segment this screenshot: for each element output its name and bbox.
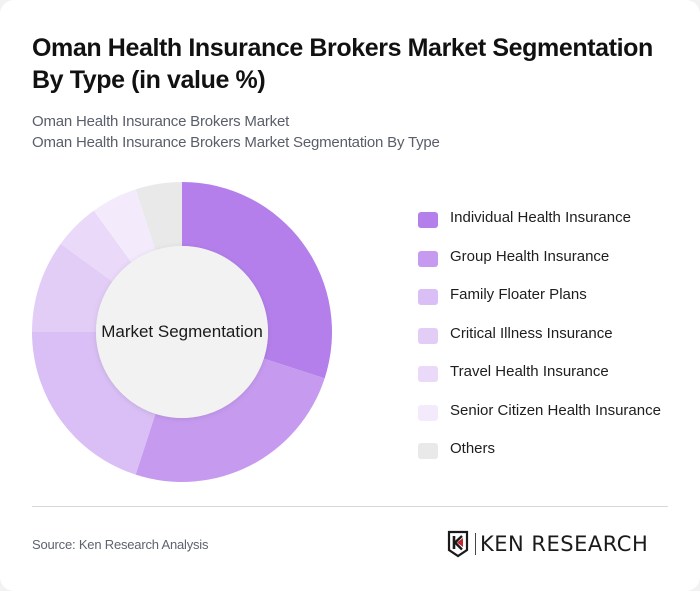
donut-slice[interactable] (60, 210, 132, 282)
legend-item-family-floater[interactable]: Family Floater Plans (418, 282, 661, 321)
donut-slice[interactable] (135, 358, 325, 482)
ken-research-shield-icon (447, 530, 469, 558)
donut-slice[interactable] (32, 332, 156, 475)
legend-item-critical-illness[interactable]: Critical Illness Insurance (418, 321, 661, 360)
legend-label: Travel Health Insurance (450, 363, 609, 380)
ken-research-logo: KEN RESEARCH (447, 529, 648, 559)
legend-swatch-icon (418, 327, 438, 344)
legend-swatch-icon (418, 212, 438, 228)
donut-chart (32, 182, 333, 482)
legend-item-individual[interactable]: Individual Health Insurance (418, 205, 661, 244)
legend-item-travel[interactable]: Travel Health Insurance (418, 359, 661, 398)
footer-divider (32, 506, 668, 507)
logo-separator (475, 533, 476, 555)
legend-swatch-icon (418, 250, 438, 267)
donut-slice[interactable] (32, 243, 113, 332)
chart-legend: Individual Health Insurance Group Health… (418, 205, 661, 475)
donut-slice[interactable] (135, 182, 182, 251)
legend-label: Critical Illness Insurance (450, 324, 613, 342)
legend-label: Individual Health Insurance (450, 209, 631, 226)
logo-wordmark: KEN RESEARCH (480, 532, 649, 556)
legend-label: Family Floater Plans (450, 286, 587, 303)
legend-swatch-icon (418, 404, 438, 421)
legend-item-group[interactable]: Group Health Insurance (418, 244, 661, 283)
legend-swatch-icon (418, 443, 438, 459)
donut-slice[interactable] (182, 182, 333, 379)
legend-item-senior-citizen[interactable]: Senior Citizen Health Insurance (418, 398, 661, 437)
legend-label: Senior Citizen Health Insurance (450, 401, 661, 419)
source-note: Source: Ken Research Analysis (32, 537, 209, 552)
legend-label: Others (450, 440, 496, 457)
chart-title: Oman Health Insurance Brokers Market Seg… (32, 34, 653, 94)
donut-hole (96, 246, 268, 418)
legend-swatch-icon (418, 366, 438, 382)
chart-subtitle-segmentation: Oman Health Insurance Brokers Market Seg… (32, 134, 440, 151)
donut-slice[interactable] (93, 189, 156, 263)
legend-swatch-icon (418, 289, 438, 305)
chart-subtitle-market: Oman Health Insurance Brokers Market (32, 113, 290, 130)
legend-label: Group Health Insurance (450, 247, 610, 265)
legend-item-others[interactable]: Others (418, 436, 661, 475)
